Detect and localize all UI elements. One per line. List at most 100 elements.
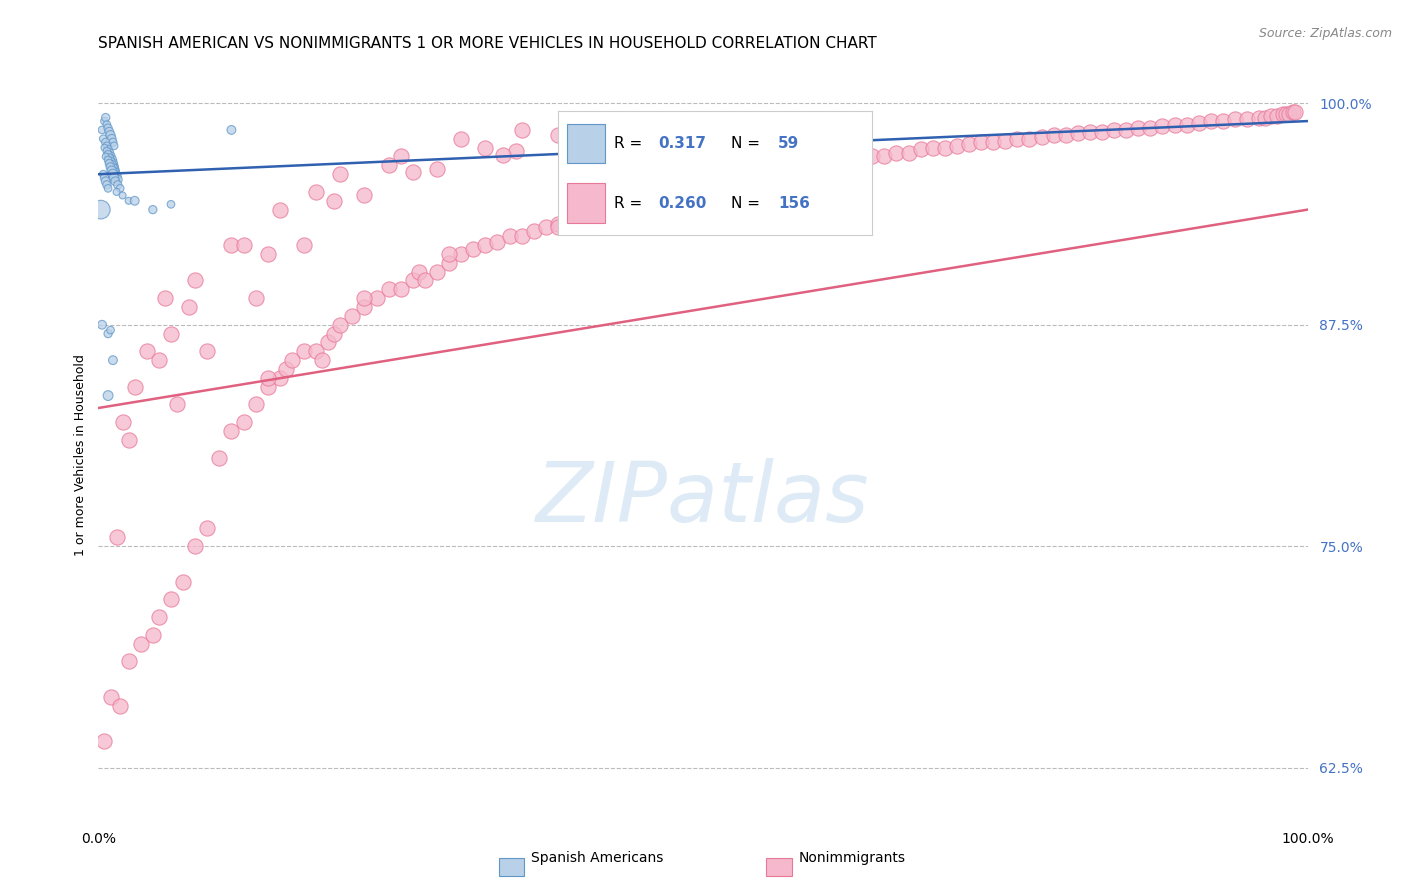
Point	[292, 344, 315, 359]
Point	[837, 153, 859, 167]
Point	[825, 156, 848, 170]
Point	[1275, 107, 1298, 121]
Point	[595, 202, 617, 217]
Point	[184, 539, 207, 553]
Point	[160, 592, 183, 607]
Point	[100, 154, 122, 169]
Point	[474, 238, 496, 252]
Point	[353, 291, 375, 305]
Point	[323, 326, 346, 341]
Point	[704, 178, 727, 192]
Point	[1199, 114, 1222, 128]
Point	[100, 323, 122, 337]
Point	[90, 202, 112, 217]
Point	[1054, 128, 1077, 143]
Text: Source: ZipAtlas.com: Source: ZipAtlas.com	[1258, 27, 1392, 40]
Point	[221, 123, 243, 137]
Point	[450, 247, 472, 261]
Point	[97, 147, 120, 161]
Point	[269, 371, 291, 385]
Text: Nonimmigrants: Nonimmigrants	[799, 851, 905, 865]
Point	[329, 318, 352, 332]
Text: SPANISH AMERICAN VS NONIMMIGRANTS 1 OR MORE VEHICLES IN HOUSEHOLD CORRELATION CH: SPANISH AMERICAN VS NONIMMIGRANTS 1 OR M…	[98, 36, 877, 51]
Point	[342, 309, 364, 323]
Point	[256, 380, 278, 394]
Point	[776, 163, 799, 178]
Point	[93, 170, 115, 185]
Point	[860, 149, 883, 163]
Point	[413, 273, 436, 287]
Point	[124, 380, 146, 394]
Point	[311, 353, 333, 368]
Point	[100, 128, 122, 143]
Point	[644, 192, 666, 206]
Point	[97, 153, 120, 167]
Point	[970, 136, 993, 150]
Point	[547, 128, 569, 143]
Point	[1278, 107, 1301, 121]
Point	[498, 229, 520, 244]
Point	[100, 163, 122, 178]
Point	[353, 300, 375, 314]
Point	[148, 353, 170, 368]
Point	[492, 147, 515, 161]
Point	[389, 149, 412, 163]
Point	[274, 362, 297, 376]
Point	[221, 424, 243, 438]
Point	[728, 170, 751, 185]
Point	[111, 188, 134, 202]
Point	[946, 139, 969, 153]
Point	[135, 344, 157, 359]
Point	[103, 165, 125, 179]
Point	[957, 137, 980, 152]
Point	[142, 628, 165, 642]
Point	[571, 211, 593, 226]
Point	[910, 143, 932, 157]
Point	[195, 344, 218, 359]
Point	[94, 174, 117, 188]
Point	[921, 141, 943, 155]
Point	[232, 238, 254, 252]
Point	[118, 433, 141, 447]
Point	[256, 247, 278, 261]
Point	[329, 167, 352, 181]
Point	[96, 144, 118, 158]
Point	[160, 326, 183, 341]
Point	[897, 145, 920, 160]
Point	[679, 181, 702, 195]
Point	[377, 158, 399, 172]
Point	[101, 353, 124, 368]
Point	[631, 194, 654, 208]
Point	[934, 141, 956, 155]
Point	[765, 167, 787, 181]
Point	[450, 132, 472, 146]
Y-axis label: 1 or more Vehicles in Household: 1 or more Vehicles in Household	[75, 354, 87, 556]
Point	[184, 273, 207, 287]
Point	[269, 202, 291, 217]
Point	[103, 139, 125, 153]
Point	[93, 734, 115, 748]
Point	[105, 169, 128, 183]
Point	[100, 160, 122, 174]
Point	[97, 388, 120, 402]
Point	[107, 178, 129, 192]
Point	[426, 265, 449, 279]
Point	[100, 153, 122, 167]
Point	[547, 220, 569, 235]
Point	[97, 143, 120, 157]
Point	[789, 163, 811, 178]
Point	[105, 530, 128, 544]
Point	[118, 194, 141, 208]
Point	[1067, 127, 1090, 141]
Point	[316, 335, 339, 350]
Point	[505, 144, 527, 158]
Point	[655, 188, 678, 202]
Point	[558, 220, 581, 235]
Point	[595, 130, 617, 145]
Point	[1223, 112, 1246, 127]
Point	[100, 158, 122, 172]
Point	[98, 145, 121, 160]
Point	[96, 178, 118, 192]
Point	[96, 139, 118, 153]
Point	[813, 158, 835, 172]
